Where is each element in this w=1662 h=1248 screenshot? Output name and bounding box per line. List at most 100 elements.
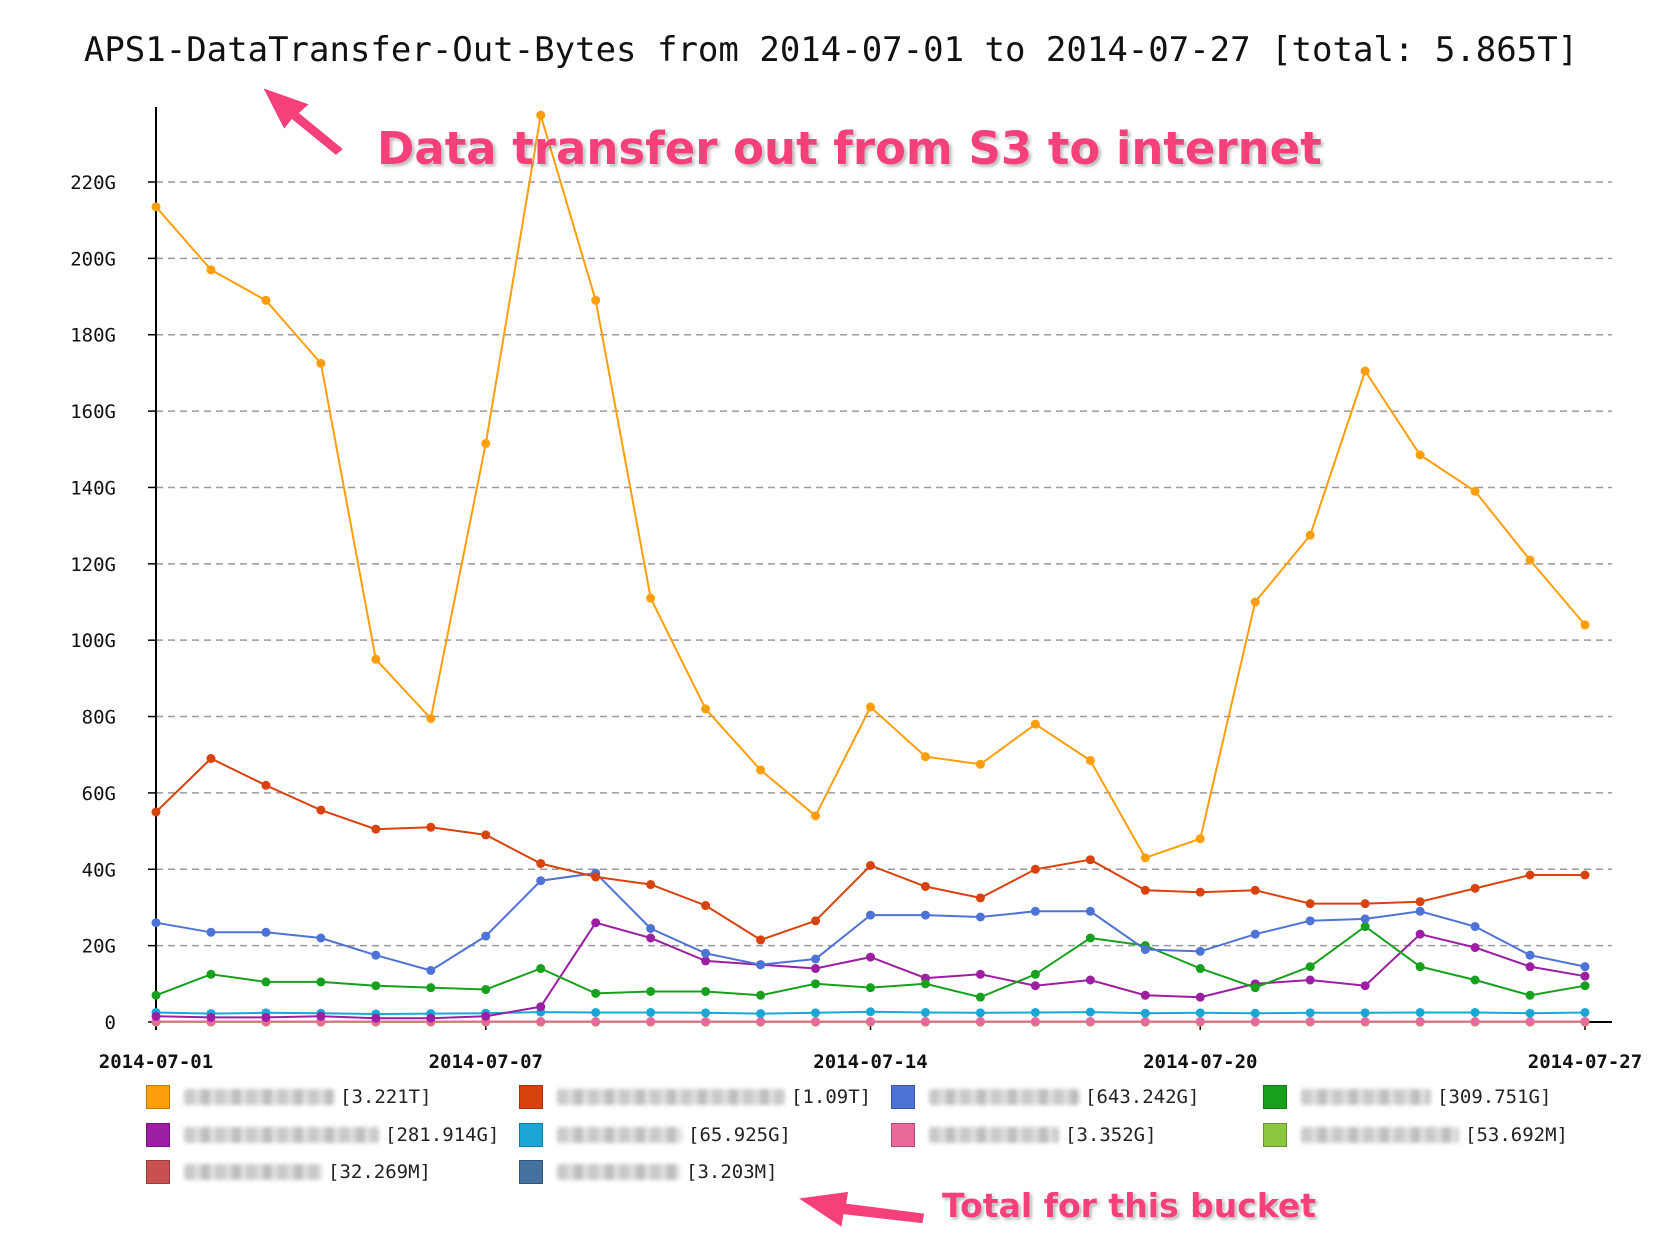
data-point[interactable]: [701, 704, 711, 714]
data-point[interactable]: [1140, 1017, 1150, 1027]
data-point[interactable]: [1250, 1017, 1260, 1027]
data-point[interactable]: [866, 702, 875, 712]
data-point[interactable]: [1580, 981, 1590, 991]
data-point[interactable]: [1525, 962, 1535, 972]
data-point[interactable]: [1305, 975, 1315, 985]
data-point[interactable]: [206, 969, 216, 979]
data-point[interactable]: [1580, 620, 1590, 630]
data-point[interactable]: [756, 935, 766, 945]
data-point[interactable]: [1085, 855, 1095, 865]
data-point[interactable]: [1470, 943, 1480, 953]
data-point[interactable]: [1305, 1008, 1315, 1018]
legend-item[interactable]: [1.09T]: [519, 1082, 871, 1112]
data-point[interactable]: [866, 1017, 875, 1027]
data-point[interactable]: [1470, 883, 1480, 893]
data-point[interactable]: [811, 1017, 821, 1027]
data-point[interactable]: [261, 295, 271, 305]
data-point[interactable]: [206, 1012, 216, 1022]
data-point[interactable]: [1085, 1007, 1095, 1017]
legend-item[interactable]: [53.692M]: [1263, 1120, 1568, 1150]
data-point[interactable]: [975, 912, 985, 922]
data-point[interactable]: [1195, 1008, 1205, 1018]
data-point[interactable]: [756, 960, 766, 970]
data-point[interactable]: [261, 927, 271, 937]
data-point[interactable]: [1525, 870, 1535, 880]
data-point[interactable]: [646, 923, 656, 933]
data-point[interactable]: [426, 983, 436, 993]
data-point[interactable]: [426, 822, 436, 832]
legend-item[interactable]: [643.242G]: [891, 1082, 1199, 1112]
data-point[interactable]: [536, 110, 546, 120]
data-point[interactable]: [1525, 950, 1535, 960]
data-point[interactable]: [1250, 597, 1260, 607]
data-point[interactable]: [151, 918, 161, 928]
data-point[interactable]: [261, 1012, 271, 1022]
data-point[interactable]: [206, 927, 216, 937]
data-point[interactable]: [646, 986, 656, 996]
legend-item[interactable]: [3.352G]: [891, 1120, 1157, 1150]
data-point[interactable]: [426, 965, 436, 975]
data-point[interactable]: [371, 981, 381, 991]
data-point[interactable]: [646, 1007, 656, 1017]
data-point[interactable]: [1305, 916, 1315, 926]
data-point[interactable]: [646, 933, 656, 943]
data-point[interactable]: [1305, 1017, 1315, 1027]
data-point[interactable]: [1030, 981, 1040, 991]
legend-item[interactable]: [3.203M]: [519, 1157, 778, 1187]
data-point[interactable]: [756, 1017, 766, 1027]
data-point[interactable]: [371, 950, 381, 960]
data-point[interactable]: [866, 910, 875, 920]
data-point[interactable]: [920, 1007, 930, 1017]
data-point[interactable]: [1470, 1017, 1480, 1027]
data-point[interactable]: [1030, 906, 1040, 916]
data-point[interactable]: [920, 881, 930, 891]
data-point[interactable]: [536, 964, 546, 974]
data-point[interactable]: [261, 780, 271, 790]
data-point[interactable]: [1360, 366, 1370, 376]
data-point[interactable]: [646, 880, 656, 890]
data-point[interactable]: [481, 830, 491, 840]
data-point[interactable]: [1470, 975, 1480, 985]
data-point[interactable]: [1580, 1007, 1590, 1017]
data-point[interactable]: [1580, 962, 1590, 972]
data-point[interactable]: [151, 1011, 161, 1021]
data-point[interactable]: [646, 593, 656, 603]
data-point[interactable]: [536, 859, 546, 869]
data-point[interactable]: [1140, 990, 1150, 1000]
data-point[interactable]: [920, 979, 930, 989]
data-point[interactable]: [151, 807, 161, 817]
data-point[interactable]: [1360, 914, 1370, 924]
data-point[interactable]: [1305, 899, 1315, 909]
data-point[interactable]: [1580, 971, 1590, 981]
data-point[interactable]: [701, 1008, 711, 1018]
legend-item[interactable]: [65.925G]: [519, 1120, 791, 1150]
data-point[interactable]: [426, 713, 436, 723]
data-point[interactable]: [316, 1011, 326, 1021]
data-point[interactable]: [811, 954, 821, 964]
data-point[interactable]: [1140, 944, 1150, 954]
data-point[interactable]: [756, 765, 766, 775]
data-point[interactable]: [426, 1013, 436, 1023]
data-point[interactable]: [1250, 1008, 1260, 1018]
data-point[interactable]: [371, 824, 381, 834]
data-point[interactable]: [975, 893, 985, 903]
data-point[interactable]: [1030, 719, 1040, 729]
data-point[interactable]: [811, 916, 821, 926]
data-point[interactable]: [811, 1008, 821, 1018]
data-point[interactable]: [920, 752, 930, 762]
data-point[interactable]: [866, 860, 875, 870]
data-point[interactable]: [1360, 981, 1370, 991]
data-point[interactable]: [1250, 885, 1260, 895]
data-point[interactable]: [811, 979, 821, 989]
data-point[interactable]: [1360, 1008, 1370, 1018]
data-point[interactable]: [1140, 1008, 1150, 1018]
data-point[interactable]: [866, 1007, 875, 1017]
data-point[interactable]: [591, 918, 601, 928]
data-point[interactable]: [261, 977, 271, 987]
data-point[interactable]: [811, 964, 821, 974]
data-point[interactable]: [1085, 906, 1095, 916]
data-point[interactable]: [1195, 992, 1205, 1002]
data-point[interactable]: [481, 439, 491, 449]
data-point[interactable]: [756, 1009, 766, 1019]
data-point[interactable]: [1140, 853, 1150, 863]
